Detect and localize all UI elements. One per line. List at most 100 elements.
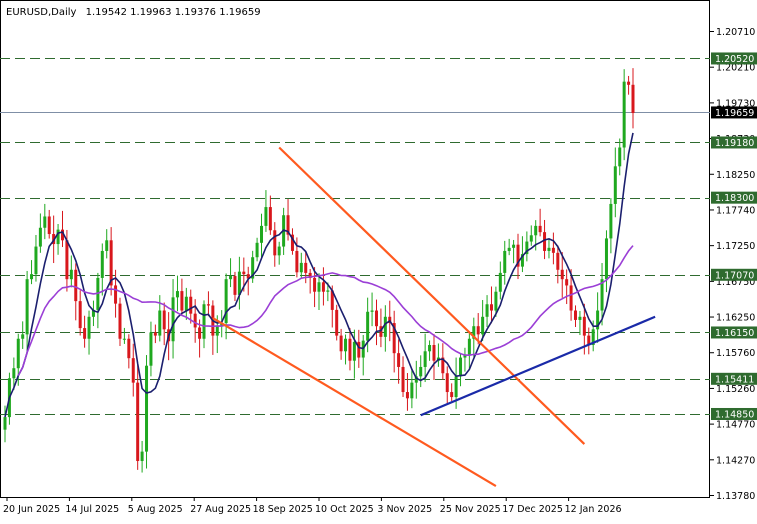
candle-body [578, 316, 582, 320]
price-tick-label: 1.15760 [716, 348, 755, 359]
candle-body [193, 313, 197, 328]
candle-body [604, 238, 608, 280]
candle-body [171, 297, 175, 342]
candle-body [260, 225, 264, 243]
candle-body [494, 291, 498, 311]
level-price-tag [711, 326, 757, 339]
time-tick-label: 5 Aug 2025 [128, 504, 183, 515]
candle-body [538, 225, 542, 233]
candle-body [476, 326, 480, 335]
candle-body [613, 166, 617, 204]
candle-body [78, 301, 82, 329]
candle-body [16, 338, 20, 369]
current-price-tag [711, 106, 757, 119]
candle-body [383, 316, 387, 337]
candle-body [485, 304, 489, 317]
candle-body [463, 354, 467, 358]
time-tick-label: 14 Jul 2025 [65, 504, 119, 515]
candle-body [286, 215, 290, 235]
candle-body [140, 451, 144, 462]
level-price-label: 1.15411 [715, 374, 754, 385]
candle-body [158, 310, 162, 336]
candle-body [317, 282, 321, 292]
candle-body [529, 235, 533, 242]
candle-body [454, 376, 458, 398]
ohlc-values: 1.19542 1.19963 1.19376 1.19659 [86, 7, 261, 18]
candle-body [596, 310, 600, 330]
level-price-tag [711, 52, 757, 65]
candle-body [481, 316, 485, 335]
candle-body [12, 368, 16, 379]
candle-body [224, 279, 228, 324]
moving-averages [4, 132, 634, 418]
candle-body [445, 373, 449, 393]
candle-body [582, 316, 586, 336]
time-tick-label: 10 Oct 2025 [315, 504, 374, 515]
candle-body [153, 332, 157, 336]
candle-body [556, 252, 560, 270]
candle-body [410, 382, 414, 399]
candle-body [379, 326, 383, 337]
candle-body [242, 271, 246, 275]
candle-body [295, 250, 299, 273]
candle-body [441, 357, 445, 374]
trendlines [212, 146, 656, 488]
chart-header: EURUSD,Daily 1.19542 1.19963 1.19376 1.1… [6, 7, 261, 18]
candle-body [25, 279, 29, 335]
candle-body [273, 230, 277, 256]
time-tick-label: 17 Dec 2025 [502, 504, 563, 515]
level-price-label: 1.18300 [715, 193, 754, 204]
candle-body [516, 244, 520, 267]
time-tick-label: 18 Sep 2025 [253, 504, 313, 515]
candle-body [290, 234, 294, 251]
time-axis: 20 Jun 2025 14 Jul 2025 5 Aug 2025 27 Aug 2… [3, 497, 622, 515]
candle-body [330, 290, 334, 310]
moving-average-line [17, 245, 634, 376]
candle-body [520, 254, 524, 267]
candle-body [326, 290, 330, 292]
current-price-label: 1.19659 [715, 108, 754, 119]
candle-body [574, 310, 578, 320]
price-tick-label: 1.16250 [716, 313, 755, 324]
candle-body [268, 207, 272, 231]
candle-body [308, 272, 312, 278]
level-price-label: 1.14850 [715, 409, 754, 420]
candle-body [65, 240, 69, 280]
candle-body [609, 203, 613, 239]
candle-body [428, 345, 432, 352]
candle-body [357, 341, 361, 358]
time-tick-label: 12 Jan 2026 [565, 504, 622, 515]
candle-body [145, 365, 149, 452]
candle-body [467, 338, 471, 355]
candle-body [313, 277, 317, 292]
price-tick-label: 1.14270 [716, 455, 755, 466]
candle-body [392, 323, 396, 354]
level-price-tag [711, 372, 757, 385]
candle-body [237, 271, 241, 295]
candle-body [388, 316, 392, 324]
level-price-tag [711, 268, 757, 281]
horizontal-levels [0, 58, 710, 415]
candle-body [348, 338, 352, 361]
candle-body [206, 304, 210, 306]
candle-body [246, 274, 250, 279]
candle-body [100, 250, 104, 278]
trendline [212, 317, 497, 488]
candle-body [277, 246, 281, 256]
candle-body [60, 229, 64, 241]
candle-body [131, 358, 135, 383]
symbol-timeframe: EURUSD,Daily [6, 7, 77, 18]
candle-body [432, 345, 436, 361]
price-tick-label: 1.20710 [716, 27, 755, 38]
candle-body [534, 225, 538, 236]
candle-body [229, 276, 233, 280]
price-tick-label: 1.15260 [716, 384, 755, 395]
candle-body [118, 303, 122, 339]
price-tick-label: 1.17250 [716, 241, 755, 252]
candle-body [459, 357, 463, 377]
candle-body [627, 81, 631, 85]
plot-frame [0, 0, 710, 498]
